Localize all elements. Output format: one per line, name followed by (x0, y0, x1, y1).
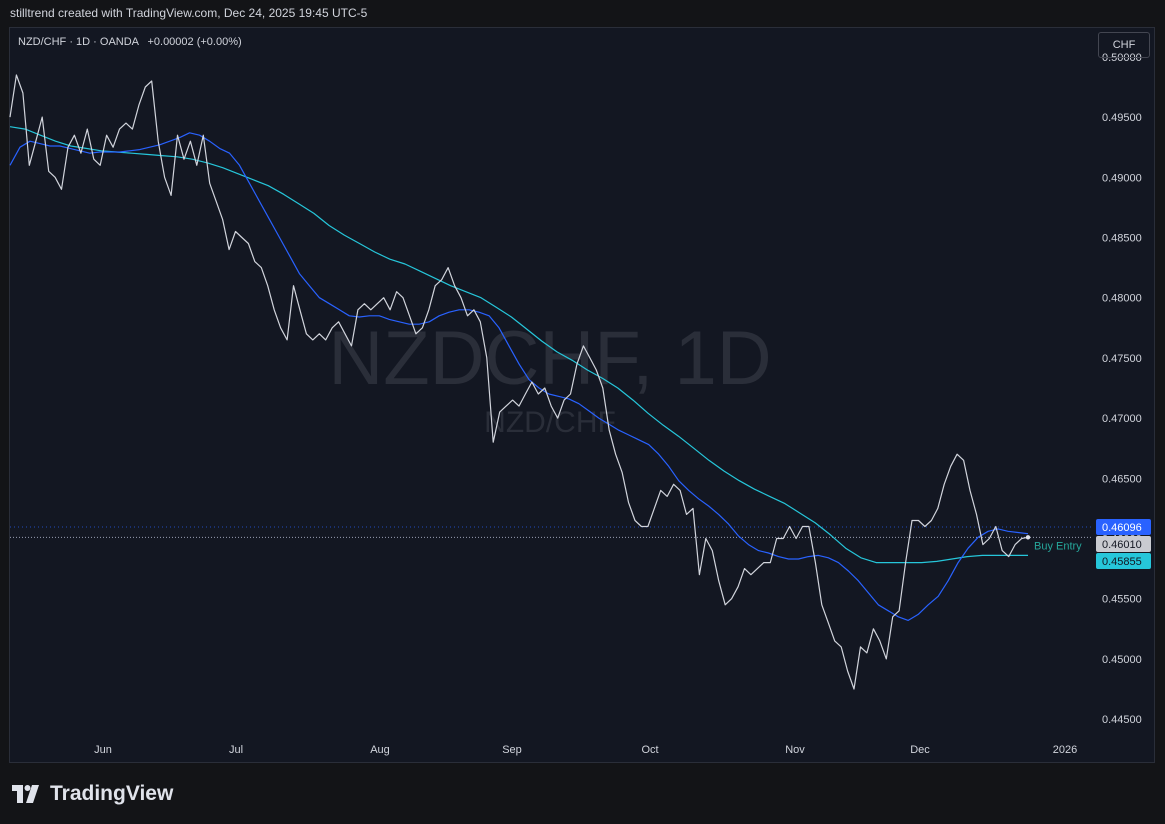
currency-button[interactable]: CHF (1098, 32, 1150, 58)
x-tick-label: Sep (502, 744, 522, 756)
y-tick-label: 0.44500 (1102, 714, 1142, 726)
watermark-sub: NZD/CHF (484, 406, 616, 439)
price-change: +0.00002 (+0.00%) (147, 36, 242, 48)
price-line (9, 74, 1029, 690)
tradingview-logo-text: TradingView (50, 782, 174, 805)
x-tick-label: 2026 (1053, 744, 1077, 756)
price-label: 0.45855 (1102, 556, 1142, 568)
y-tick-label: 0.49000 (1102, 172, 1142, 184)
watermark-main: NZDCHF, 1D (328, 316, 771, 401)
price-label-bg (1096, 552, 1151, 569)
symbol-info: NZD/CHF · 1D · OANDA (18, 36, 139, 48)
buy-entry-annotation: Buy Entry (1034, 540, 1082, 552)
last-price-dot (1025, 535, 1031, 540)
chart-attribution: stilltrend created with TradingView.com,… (10, 6, 368, 20)
y-tick-label: 0.45000 (1102, 654, 1142, 666)
x-tick-label: Dec (910, 744, 930, 756)
price-axis-pane[interactable] (1092, 27, 1155, 763)
y-tick-label: 0.49500 (1102, 112, 1142, 124)
y-tick-label: 0.47500 (1102, 353, 1142, 365)
x-tick-label: Oct (641, 744, 658, 756)
y-tick-label: 0.48000 (1102, 293, 1142, 305)
x-tick-label: Nov (785, 744, 805, 756)
slow-ma-line (9, 126, 1028, 564)
price-label-bg (1096, 535, 1151, 552)
x-tick-label: Aug (370, 744, 390, 756)
symbol-legend[interactable]: NZD/CHF · 1D · OANDA +0.00002 (+0.00%) (18, 36, 242, 48)
price-label: 0.46010 (1102, 539, 1142, 551)
tradingview-logo-icon (12, 785, 39, 803)
y-tick-label: 0.45500 (1102, 594, 1142, 606)
y-tick-label: 0.47000 (1102, 413, 1142, 425)
y-tick-label: 0.48500 (1102, 233, 1142, 245)
x-tick-label: Jul (229, 744, 243, 756)
x-tick-label: Jun (94, 744, 112, 756)
y-tick-label: 0.46500 (1102, 473, 1142, 485)
price-label: 0.46096 (1102, 522, 1142, 534)
tradingview-logo[interactable]: TradingView (12, 782, 173, 806)
fast-ma-line (9, 132, 1029, 621)
price-label-bg (1096, 518, 1151, 535)
